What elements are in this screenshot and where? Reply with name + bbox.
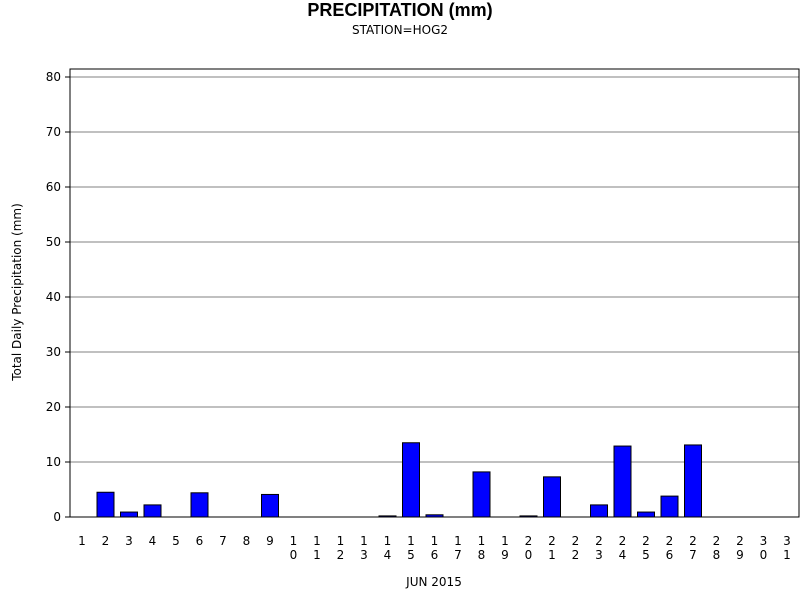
bar	[96, 491, 115, 518]
bar	[190, 492, 209, 518]
x-tick-label: 7	[219, 534, 227, 548]
x-tick-label: 1	[78, 534, 86, 548]
y-tick-label: 70	[46, 125, 61, 139]
x-tick-label: 5	[172, 534, 180, 548]
y-tick-label: 80	[46, 70, 61, 84]
x-tick-label: 6	[196, 534, 204, 548]
bar	[590, 504, 608, 518]
y-tick-label: 10	[46, 455, 61, 469]
x-axis-label: JUN 2015	[405, 575, 462, 589]
x-tick-label: 8	[243, 534, 251, 548]
x-tick-label: 3	[125, 534, 133, 548]
bar	[261, 493, 279, 518]
y-axis-label: Total Daily Precipitation (mm)	[10, 203, 24, 382]
y-tick-label: 20	[46, 400, 61, 414]
bar	[543, 476, 561, 518]
y-tick-label: 40	[46, 290, 61, 304]
bar	[143, 504, 162, 518]
y-tick-label: 60	[46, 180, 61, 194]
bar	[613, 445, 632, 518]
chart-title: PRECIPITATION (mm)	[307, 0, 493, 20]
bar	[120, 511, 138, 518]
bar	[402, 442, 420, 518]
x-tick-label: 9	[266, 534, 274, 548]
x-tick-label: 4	[149, 534, 157, 548]
bar	[472, 471, 491, 518]
x-tick-label: 2	[102, 534, 110, 548]
y-tick-label: 50	[46, 235, 61, 249]
bar	[660, 495, 679, 518]
bar	[684, 444, 702, 518]
chart-subtitle: STATION=HOG2	[351, 23, 449, 37]
y-tick-label: 30	[46, 345, 61, 359]
y-tick-label: 0	[53, 510, 61, 524]
bar	[637, 511, 655, 518]
plot-frame	[69, 68, 800, 518]
